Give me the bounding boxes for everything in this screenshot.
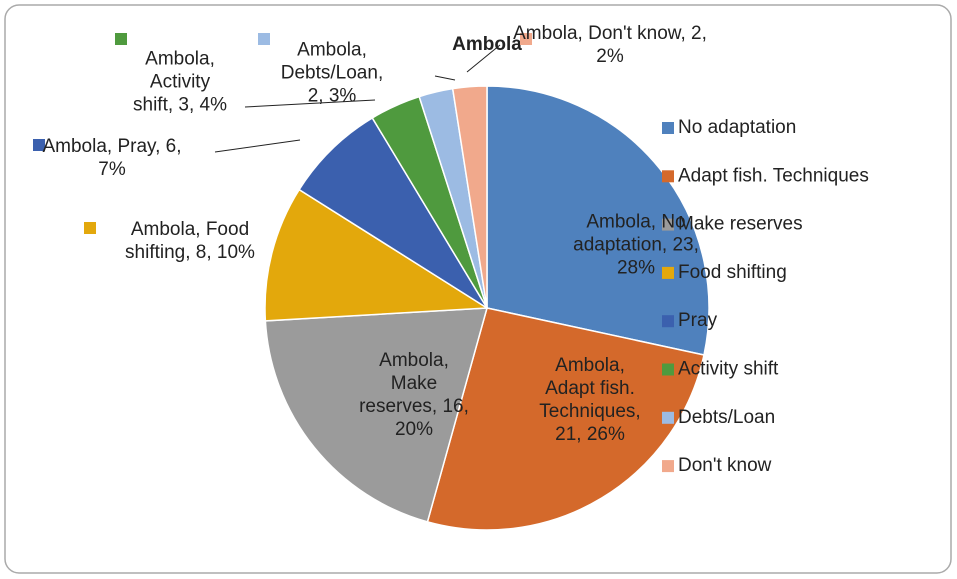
legend-label: Debts/Loan [678, 407, 775, 428]
legend-key [662, 170, 674, 183]
data-label: Ambola, Make reserves, 16, 20% [359, 350, 469, 440]
label-key [115, 33, 127, 45]
data-label: Ambola, Don't know, 2, 2% [513, 23, 707, 67]
pie-slice [426, 307, 705, 531]
legend-label: No adaptation [678, 117, 796, 138]
pie-slice [264, 307, 489, 523]
legend-key [662, 315, 674, 328]
label-key [520, 33, 532, 45]
data-label: Ambola, Activity shift, 3, 4% [133, 48, 227, 116]
pie-slice [486, 85, 710, 356]
legend-label: Pray [678, 310, 718, 331]
legend-key [662, 460, 674, 473]
legend-key [662, 218, 674, 231]
leader-line [214, 139, 301, 153]
data-label: Ambola, No adaptation, 23, 28% [573, 211, 699, 279]
legend-label: Don't know [678, 455, 772, 476]
leader-line [466, 44, 501, 73]
data-label: Ambola, Debts/Loan, 2, 3% [280, 39, 384, 107]
legend-label: Make reserves [678, 214, 803, 235]
legend-key [662, 122, 674, 134]
legend-key [662, 363, 674, 376]
pie-slice [298, 116, 488, 309]
label-key [33, 139, 45, 151]
data-label: Ambola, Food shifting, 8, 10% [125, 219, 255, 263]
legend-key [662, 266, 674, 279]
legend-label: Food shifting [678, 262, 787, 283]
data-label: Ambola, Pray, 6, 7% [42, 136, 182, 180]
label-key [84, 222, 96, 234]
legend-label: Activity shift [678, 359, 779, 380]
pie-slice [451, 85, 488, 309]
legend-key [662, 411, 674, 424]
legend-label: Adapt fish. Techniques [678, 165, 869, 186]
leader-line [434, 75, 456, 81]
data-label: Ambola, Adapt fish. Techniques, 21, 26% [539, 355, 641, 445]
pie-slice [264, 188, 490, 322]
chart-title: Ambola [452, 34, 522, 55]
leader-line [244, 99, 376, 108]
label-key [258, 33, 270, 45]
